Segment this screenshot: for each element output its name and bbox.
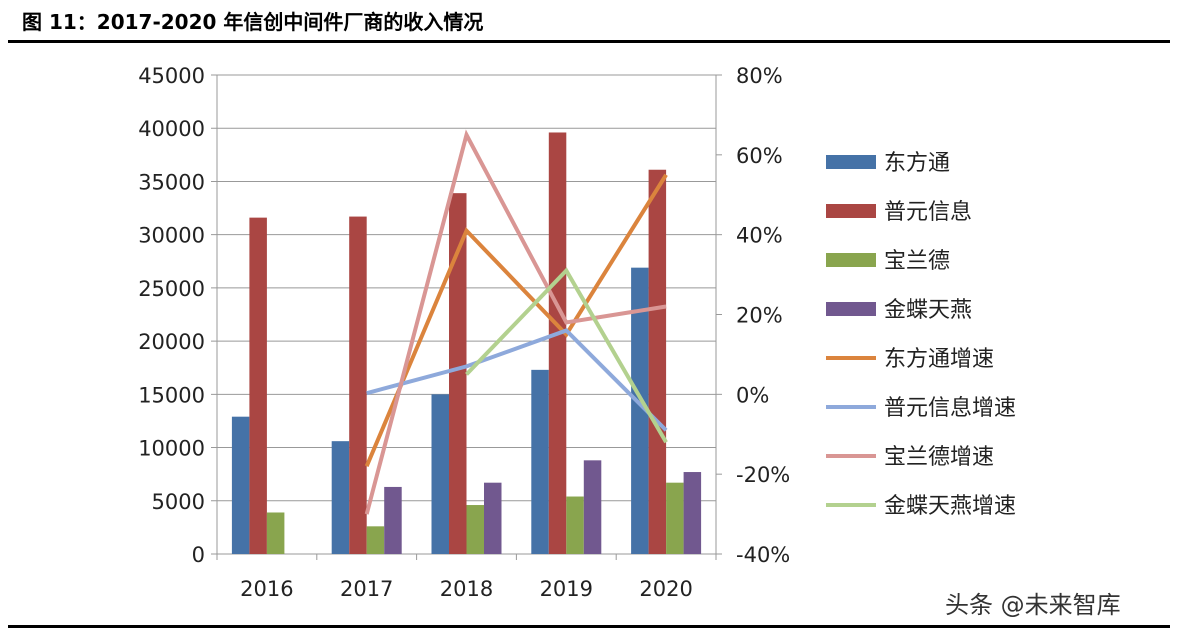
- y-left-tick-label: 35000: [138, 170, 205, 194]
- y-left-tick-label: 5000: [152, 490, 205, 514]
- bar-普元信息: [548, 132, 567, 555]
- bar-东方通: [231, 416, 250, 554]
- y-left-tick-label: 10000: [138, 437, 205, 461]
- y-right-tick-label: 40%: [736, 224, 783, 248]
- line-宝兰德增速: [364, 129, 667, 515]
- y-left-tick-label: 40000: [138, 117, 205, 141]
- bar-金蝶天燕: [384, 486, 402, 554]
- x-tick-label: 2019: [540, 577, 593, 601]
- y-right-tick-label: 20%: [736, 304, 783, 328]
- line-东方通增速: [364, 173, 668, 467]
- y-right-tick-label: -40%: [736, 543, 790, 567]
- x-tick-label: 2020: [639, 577, 692, 601]
- bar-宝兰德: [566, 496, 584, 554]
- bar-宝兰德: [666, 482, 684, 554]
- y-right-tick-label: 80%: [736, 64, 783, 88]
- watermark: 头条 @未来智库: [945, 591, 1121, 619]
- bar-东方通: [631, 267, 649, 554]
- line-金蝶天燕增速: [465, 267, 668, 444]
- x-tick-label: 2018: [440, 577, 493, 601]
- legend-swatch: [826, 155, 876, 169]
- bottom-rule: [8, 625, 1170, 628]
- x-tick-label: 2016: [240, 577, 293, 601]
- bar-宝兰德: [466, 505, 484, 554]
- chart-title: 图 11：2017-2020 年信创中间件厂商的收入情况: [22, 10, 484, 34]
- bar-普元信息: [449, 193, 467, 555]
- bar-普元信息: [648, 169, 667, 555]
- y-right-tick-label: -20%: [736, 463, 790, 487]
- legend-label: 普元信息: [884, 200, 972, 225]
- bar-金蝶天燕: [583, 460, 602, 554]
- legend-label: 金蝶天燕: [884, 298, 972, 323]
- legend-label: 东方通增速: [884, 347, 994, 372]
- legend-label: 宝兰德增速: [884, 445, 994, 470]
- bar-宝兰德: [366, 526, 385, 554]
- legend-swatch: [826, 204, 876, 218]
- legend-label: 普元信息增速: [884, 396, 1016, 421]
- bar-金蝶天燕: [484, 482, 502, 554]
- y-left-tick-label: 30000: [138, 224, 205, 248]
- legend-swatch: [826, 253, 876, 267]
- legend-label: 金蝶天燕增速: [884, 494, 1016, 519]
- x-tick-label: 2017: [340, 577, 393, 601]
- y-left-tick-label: 20000: [138, 330, 205, 354]
- top-rule: [8, 40, 1170, 43]
- legend-label: 东方通: [884, 151, 950, 176]
- y-left-tick-label: 15000: [138, 383, 205, 407]
- bar-普元信息: [349, 216, 367, 554]
- bar-普元信息: [249, 217, 267, 554]
- y-left-tick-label: 45000: [138, 64, 205, 88]
- bar-宝兰德: [266, 512, 285, 554]
- y-left-tick-label: 0: [192, 543, 205, 567]
- line-普元信息增速: [366, 328, 668, 432]
- bar-金蝶天燕: [683, 472, 702, 554]
- bar-东方通: [331, 441, 350, 554]
- bar-东方通: [531, 369, 549, 554]
- legend-label: 宝兰德: [884, 249, 950, 274]
- legend-swatch: [826, 302, 876, 316]
- bar-东方通: [431, 394, 449, 554]
- y-right-tick-label: 0%: [736, 383, 769, 407]
- y-left-tick-label: 25000: [138, 277, 205, 301]
- y-right-tick-label: 60%: [736, 144, 783, 168]
